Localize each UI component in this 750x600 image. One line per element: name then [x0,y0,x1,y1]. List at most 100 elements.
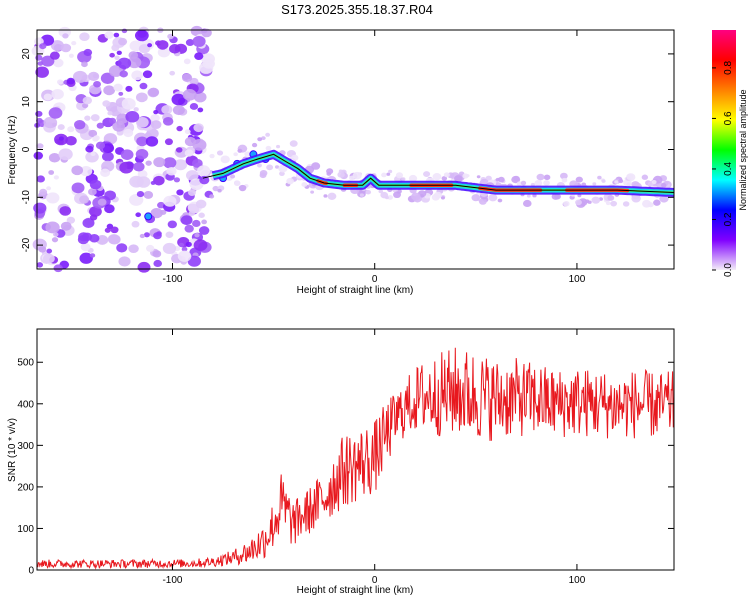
snr-series-line [36,347,675,570]
colorbar-tick-label: 0.8 [723,61,734,75]
spectrogram-cell [62,33,69,39]
spectrogram-cell [478,198,487,205]
spectrogram-cell [120,149,134,160]
spectrogram-cell [48,153,61,163]
spectrogram-cell [647,202,654,208]
spectrogram-cell [153,259,162,268]
spectrogram-cell [136,136,148,147]
spectrogram-cell [46,186,52,191]
spectrogram-cell [601,179,606,183]
spectrogram-cell [72,70,88,83]
spectrogram-cell [134,29,149,42]
spectrogram-cell [661,183,667,188]
spectrogram-cell [127,56,142,69]
spectrogram-cell [257,137,263,142]
spectrogram-cell [110,226,119,234]
spectrogram-cell [33,151,44,160]
spectrogram-cell [143,232,150,238]
spectrogram-cell [166,166,177,176]
spectrogram-cell [471,194,481,202]
spectrogram-cell [592,182,597,186]
colorbar-tick-label: 0.6 [723,111,734,125]
spectrogram-trend-line [202,153,675,193]
snr-panel: -100 0 100 0 100 200 300 400 500 Height of strai… [7,328,675,596]
spectrogram-cell [51,237,59,243]
spectrogram-cell [118,91,124,96]
spectrogram-cell [511,175,521,184]
spectrogram-cell [614,180,619,184]
spectrogram-cell [244,151,252,157]
spectrogram-cell [180,215,193,226]
spectrogram-cell [610,200,618,207]
spectrogram-cell [182,89,197,101]
spectrogram-cell [220,155,230,164]
snr-y-label: SNR (10 * v/v) [7,418,18,482]
spectrogram-cell [59,206,72,216]
spectrogram-cell [40,34,55,46]
spectrogram-cell [46,192,60,204]
spectrogram-cell [82,96,93,105]
spectrogram-cell [43,116,58,129]
spectrogram-cell [150,114,160,123]
spectrogram-cell [50,40,64,52]
spectrogram-cell [276,144,281,149]
spectrogram-cell [150,120,162,130]
spectrogram-cell [139,233,145,239]
spectrogram-cell [79,32,90,42]
spectrogram-cell [201,219,207,225]
spectrogram-cell [622,201,630,207]
spectrogram-cell [597,175,602,180]
spectrogram-cell [36,175,45,183]
spectrogram-cell [145,160,152,166]
spectrogram-cell [167,220,177,229]
spectrogram-cell [323,194,328,198]
snr-y-tick-label: 400 [17,399,34,410]
spectrogram-cell [423,171,431,178]
snr-x-tick-label: 0 [372,575,378,586]
spectrogram-cell [128,244,139,254]
spectrogram-cell [286,177,294,185]
spectrogram-cell [559,172,568,180]
spectrogram-cell [520,180,527,186]
spectrogram-cell [195,199,207,209]
spectrogram-cell [133,107,139,112]
spectrogram-cell [587,200,592,204]
spectrogram-cell [135,148,149,160]
spectrogram-cell [114,55,120,61]
spectrogram-cell [145,136,159,147]
spectrogram-cell [90,114,100,122]
spectrogram-cell [395,172,404,179]
spectrogram-cell [189,103,199,110]
spectrogram-cell [145,244,155,252]
spectrogram-cell [53,175,60,180]
spectrogram-cell [79,252,93,264]
spectrogram-cell [163,195,177,207]
spectrogram-cell [199,175,210,185]
spectrogram-cell [209,153,215,159]
spectrogram-cell [381,172,387,178]
spectrogram-cell [74,120,86,130]
spectrogram-cell [71,182,85,194]
spectrogram-cell [653,199,661,206]
spectrogram-cell [171,93,186,106]
spectrogram-cell [433,191,443,199]
spectrogram-cell [194,52,204,61]
spectrogram-cell [109,52,115,58]
spectrogram-cell [623,179,632,187]
spectrogram-cell [543,174,551,181]
spectrogram-cell [156,40,169,50]
spectrogram-cell [68,53,74,58]
spectrogram-cell [184,224,194,233]
spectrogram-cell [108,65,123,77]
colorbar-ticks: 0.0 0.2 0.4 0.6 0.8 [712,61,734,277]
spectrogram-cell [185,241,192,248]
spectrogram-cell [176,125,183,132]
spectrogram-cell [190,25,203,37]
spectrogram-cell [233,152,238,157]
spectrogram-cell [251,142,258,148]
spectrogram-cell [102,151,114,162]
spectrogram-cell [43,253,55,264]
spectrogram-cell [90,151,96,157]
